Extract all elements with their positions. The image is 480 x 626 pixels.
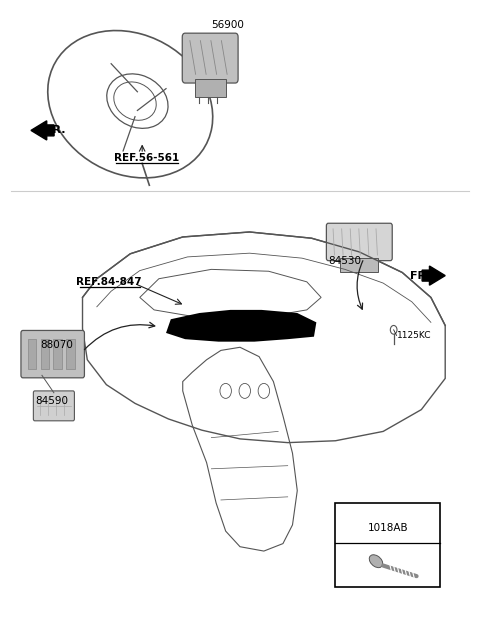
FancyBboxPatch shape: [66, 339, 75, 369]
FancyBboxPatch shape: [53, 339, 62, 369]
FancyBboxPatch shape: [195, 80, 226, 97]
Text: 84590: 84590: [35, 396, 68, 406]
FancyBboxPatch shape: [326, 223, 392, 260]
Text: 84530: 84530: [328, 256, 361, 266]
Ellipse shape: [369, 555, 383, 568]
FancyBboxPatch shape: [28, 339, 36, 369]
Polygon shape: [31, 121, 54, 140]
Text: 88070: 88070: [40, 341, 72, 351]
FancyBboxPatch shape: [34, 391, 74, 421]
FancyBboxPatch shape: [182, 33, 238, 83]
Text: REF.84-847: REF.84-847: [76, 277, 142, 287]
Polygon shape: [166, 310, 316, 342]
Text: 56900: 56900: [212, 20, 244, 30]
Text: FR.: FR.: [410, 270, 431, 280]
Text: REF.56-561: REF.56-561: [114, 153, 180, 163]
Polygon shape: [422, 266, 445, 285]
FancyBboxPatch shape: [336, 503, 441, 587]
FancyBboxPatch shape: [21, 331, 84, 378]
Text: FR.: FR.: [45, 125, 66, 135]
FancyBboxPatch shape: [340, 258, 378, 272]
FancyBboxPatch shape: [40, 339, 49, 369]
Text: 1125KC: 1125KC: [396, 331, 431, 340]
Text: 1018AB: 1018AB: [368, 523, 408, 533]
